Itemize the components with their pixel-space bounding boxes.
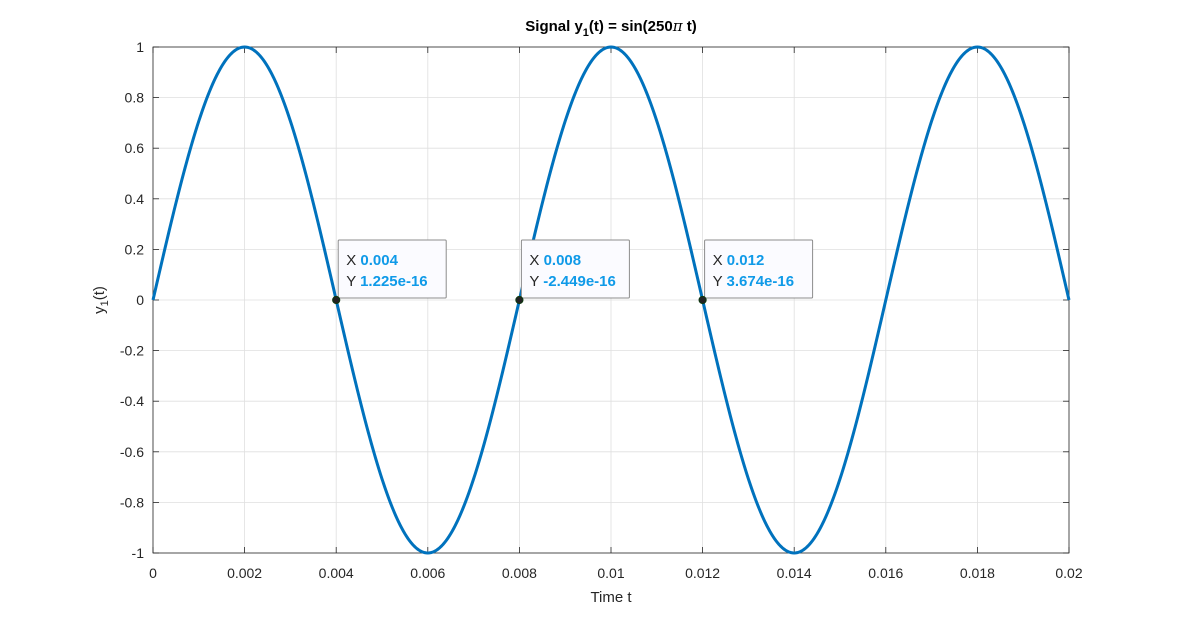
y-axis-label: y1(t) [91, 286, 111, 314]
datatip-marker [332, 295, 341, 305]
y-tick-label: -0.6 [120, 444, 144, 460]
chart-title: Signal y1(t) = sin(250π t) [525, 17, 696, 39]
datatip-y-text: Y 1.225e-16 [346, 273, 427, 290]
datatip-x-prefix: X [529, 252, 543, 269]
x-tick-label: 0.008 [502, 565, 537, 581]
datatip-y-prefix: Y [346, 273, 360, 290]
datatip-x-text: X 0.012 [713, 252, 765, 269]
ylabel-subscript: 1 [99, 300, 111, 306]
x-tick-label: 0.002 [227, 565, 262, 581]
y-tick-label: 0.2 [125, 241, 145, 257]
datatip-box [704, 239, 814, 299]
datatip-x-value: 0.008 [544, 252, 582, 269]
y-tick-label: -1 [132, 545, 145, 561]
title-rest: (t) = sin(250 [589, 18, 673, 35]
x-tick-label: 0.014 [777, 565, 812, 581]
datatip-marker [698, 295, 707, 305]
datatip-x-prefix: X [346, 252, 360, 269]
datatip-y-value: 1.225e-16 [360, 273, 428, 290]
series-layer [151, 45, 1071, 555]
datatip-marker [515, 295, 524, 305]
datatip-y-prefix: Y [713, 273, 727, 290]
datatip-box [337, 239, 447, 299]
title-subscript: 1 [583, 27, 589, 39]
y-tick-label: -0.8 [120, 494, 144, 510]
series-line [151, 45, 1071, 555]
x-tick-label: 0.006 [410, 565, 445, 581]
title-main: Signal y [525, 18, 583, 35]
ylabel-rest: (t) [91, 286, 108, 300]
tick-layer: 0 0.002 0.004 0.006 0.008 0.01 0.012 0.014 0.016… [120, 39, 1083, 581]
datatip-y-text: Y -2.449e-16 [529, 273, 615, 290]
datatip-x-text: X 0.008 [529, 252, 581, 269]
y-tick-label: -0.2 [120, 343, 144, 359]
x-axis-label: Time t [590, 589, 632, 606]
datatip-x-text: X 0.004 [346, 252, 398, 269]
datatip-x-prefix: X [713, 252, 727, 269]
datatip-y-text: Y 3.674e-16 [713, 273, 794, 290]
y-tick-label: 0.4 [125, 191, 145, 207]
x-tick-label: 0.016 [868, 565, 903, 581]
y-tick-label: 0 [136, 292, 144, 308]
x-tick-label: 0.004 [319, 565, 354, 581]
datatip-y-value: 3.674e-16 [727, 273, 795, 290]
datatip-y-prefix: Y [529, 273, 543, 290]
y-tick-label: 0.6 [125, 140, 145, 156]
x-tick-label: 0.01 [597, 565, 624, 581]
title-pi-symbol: π [672, 17, 684, 35]
datatip-box [520, 239, 630, 299]
x-tick-label: 0.018 [960, 565, 995, 581]
datatip-y-value: -2.449e-16 [543, 273, 616, 290]
x-tick-label: 0.02 [1055, 565, 1082, 581]
x-tick-label: 0.012 [685, 565, 720, 581]
y-tick-label: -0.4 [120, 393, 144, 409]
title-end: t) [683, 18, 697, 35]
ylabel-main: y [91, 306, 108, 314]
datatip-x-value: 0.012 [727, 252, 765, 269]
y-tick-label: 0.8 [125, 90, 145, 106]
x-tick-label: 0 [149, 565, 157, 581]
y-tick-label: 1 [136, 39, 144, 55]
datatip-x-value: 0.004 [360, 252, 398, 269]
